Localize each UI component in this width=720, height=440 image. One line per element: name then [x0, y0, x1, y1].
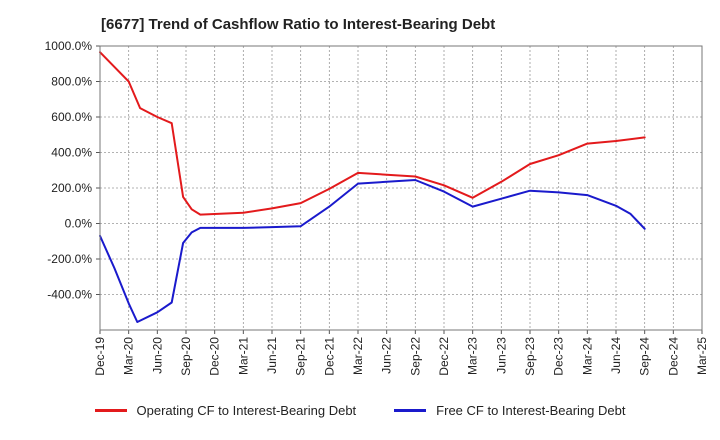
- y-tick-label: 600.0%: [51, 110, 92, 124]
- x-tick-label: Dec-20: [208, 337, 222, 376]
- x-tick-label: Jun-23: [494, 337, 508, 374]
- series-lines: [99, 51, 646, 323]
- x-tick-label: Jun-22: [380, 337, 394, 374]
- x-tick-label: Sep-23: [523, 337, 537, 376]
- x-tick-label: Dec-23: [552, 337, 566, 376]
- x-tick-label: Dec-21: [322, 337, 336, 376]
- chart-title: [6677] Trend of Cashflow Ratio to Intere…: [101, 16, 496, 33]
- x-tick-label: Sep-21: [294, 337, 308, 376]
- x-tick-label: Mar-21: [236, 337, 250, 375]
- y-tick-label: 200.0%: [51, 181, 92, 195]
- legend-label-operating-cf: Operating CF to Interest-Bearing Debt: [136, 403, 357, 418]
- legend-label-free-cf: Free CF to Interest-Bearing Debt: [436, 403, 626, 418]
- horizontal-gridlines: [100, 45, 702, 295]
- x-tick-label: Dec-22: [437, 337, 451, 376]
- plot-area-border: [99, 45, 703, 331]
- x-tick-label: Sep-20: [179, 337, 193, 376]
- x-tick-label: Sep-22: [408, 337, 422, 376]
- x-tick-label: Dec-24: [666, 337, 680, 376]
- legend: Operating CF to Interest-Bearing Debt Fr…: [0, 403, 720, 418]
- y-tick-label: 1000.0%: [45, 39, 93, 53]
- x-tick-label: Jun-24: [609, 337, 623, 374]
- legend-item-free-cf: Free CF to Interest-Bearing Debt: [394, 403, 625, 418]
- series-line-operating-cf: [99, 51, 646, 216]
- y-tick-label: 800.0%: [51, 75, 92, 89]
- y-tick-label: -200.0%: [47, 252, 92, 266]
- x-tick-label: Dec-19: [93, 337, 107, 376]
- x-tick-label: Mar-25: [695, 337, 709, 375]
- y-tick-label: -400.0%: [47, 288, 92, 302]
- x-tick-label: Mar-20: [122, 337, 136, 375]
- y-tick-label: 400.0%: [51, 146, 92, 160]
- x-tick-label: Mar-23: [466, 337, 480, 375]
- x-tick-label: Jun-21: [265, 337, 279, 374]
- x-axis-ticks: Dec-19 Mar-20 Jun-20 Sep-20 Dec-20 Mar-21 Jun-…: [93, 330, 709, 376]
- legend-item-operating-cf: Operating CF to Interest-Bearing Debt: [94, 403, 357, 418]
- y-tick-label: 0.0%: [65, 217, 93, 231]
- legend-swatch-operating-cf: [94, 409, 127, 412]
- y-axis-ticks: -400.0% -200.0% 0.0% 200.0% 400.0% 600.0% 800.…: [45, 39, 100, 302]
- legend-swatch-free-cf: [394, 409, 427, 412]
- x-tick-label: Mar-22: [351, 337, 365, 375]
- series-line-free-cf: [99, 179, 646, 323]
- x-tick-label: Sep-24: [638, 337, 652, 376]
- x-tick-label: Jun-20: [150, 337, 164, 374]
- x-tick-label: Mar-24: [580, 337, 594, 375]
